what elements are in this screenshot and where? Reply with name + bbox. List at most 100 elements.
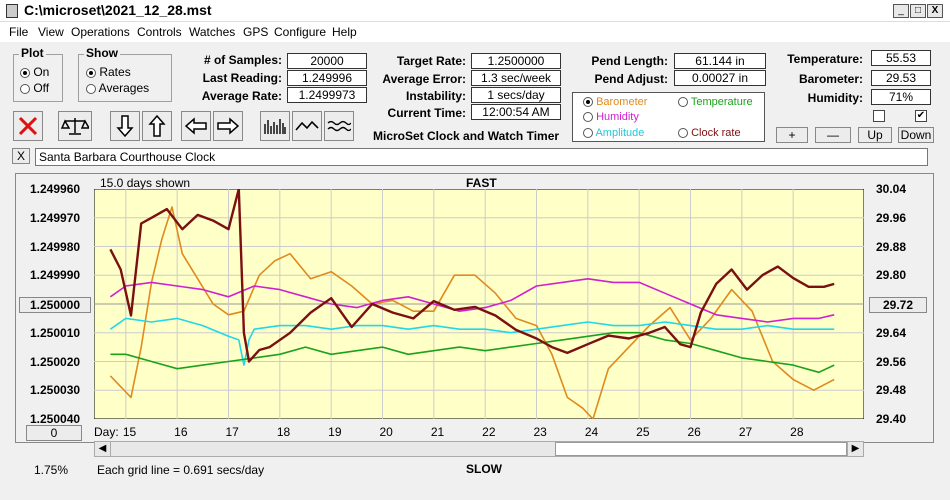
days-shown-label: 15.0 days shown [100,176,191,190]
close-button[interactable]: X [927,4,943,18]
left-tick-label: 1.249960 [30,182,81,196]
minus-button[interactable]: — [815,127,851,143]
slow-label: SLOW [466,462,502,476]
left-center-button[interactable]: 1.250000 [19,297,91,313]
scroll-thumb[interactable] [555,442,847,456]
pend-adjust-label: Pend Adjust: [594,72,668,86]
series-line-barometer [109,206,835,419]
temperature-label: Temperature: [787,52,863,66]
menu-view[interactable]: View [38,25,64,39]
radio-icon [583,128,593,139]
right-tick-label: 29.96 [876,210,907,225]
stop-button[interactable] [13,111,43,141]
arrow-right-button[interactable] [213,111,243,141]
checkbox-right[interactable]: ✔ [915,110,927,122]
right-tick-label: 29.40 [876,412,907,426]
menu-watches[interactable]: Watches [189,25,236,39]
menu-controls[interactable]: Controls [137,25,182,39]
plus-button[interactable]: + [776,127,808,143]
show-rates-radio[interactable]: Rates [86,65,131,79]
maximize-button[interactable]: □ [910,4,926,18]
radio-selected-icon [86,67,96,78]
day-tick-label: 23 [533,425,547,439]
instability-field: 1 secs/day [471,87,561,103]
right-tick-label: 30.04 [876,182,907,196]
current-time-field: 12:00:54 AM [471,104,561,120]
left-tick-label: 1.250040 [30,412,81,426]
up-button[interactable]: Up [858,127,892,143]
down-button[interactable]: Down [898,127,934,143]
plot-off-radio[interactable]: Off [20,81,49,95]
clear-watch-button[interactable]: X [12,148,30,164]
samples-field: 20000 [287,53,367,69]
target-rate-label: Target Rate: [396,54,466,68]
title-bar: C:\microset\2021_12_28.mst _ □ X [0,0,950,22]
arrow-left-button[interactable] [181,111,211,141]
right-tick-label: 29.64 [876,325,907,340]
current-time-label: Current Time: [387,106,466,120]
scroll-left-icon[interactable]: ◀ [95,442,111,456]
instability-label: Instability: [405,89,466,103]
checkbox-left[interactable] [873,110,885,122]
series-select-box: Barometer Temperature Humidity Amplitude… [572,92,765,142]
balance-button[interactable] [58,111,92,141]
temperature-field: 55.53 [871,50,931,66]
horizontal-scrollbar[interactable]: ◀ ▶ [94,441,864,457]
zero-button[interactable]: 0 [26,425,82,441]
right-tick-label: 29.48 [876,383,907,398]
series-barometer-radio[interactable]: Barometer [583,96,647,108]
app-label: MicroSet Clock and Watch Timer [373,129,560,143]
samples-label: # of Samples: [203,53,282,67]
watch-name-input[interactable]: Santa Barbara Courthouse Clock [35,148,928,166]
wave-graph-button[interactable] [324,111,354,141]
show-averages-radio[interactable]: Averages [86,81,149,95]
right-center-button[interactable]: 29.72 [869,297,927,313]
window-title: C:\microset\2021_12_28.mst [24,2,212,18]
series-humidity-radio[interactable]: Humidity [583,111,639,123]
left-tick-label: 1.249990 [30,268,81,283]
arrow-up-button[interactable] [142,111,172,141]
avg-rate-field: 1.2499973 [287,87,367,103]
series-amplitude-radio[interactable]: Amplitude [583,127,644,139]
scroll-right-icon[interactable]: ▶ [847,442,863,456]
pend-length-field: 61.144 in [674,53,766,69]
bar-graph-icon [264,119,286,134]
left-tick-label: 1.249970 [30,210,81,225]
show-group [78,54,172,102]
left-tick-label: 1.250020 [30,354,81,369]
last-reading-field: 1.249996 [287,70,367,86]
right-tick-label: 29.88 [876,239,907,254]
radio-icon [86,83,96,94]
series-lines [109,189,835,419]
arrow-down-button[interactable] [110,111,140,141]
grid-note: Each grid line = 0.691 secs/day [97,463,265,477]
menu-bar: File View Operations Controls Watches GP… [0,22,950,42]
menu-operations[interactable]: Operations [71,25,130,39]
right-tick-label: 29.80 [876,268,907,283]
right-tick-label: 29.56 [876,354,907,369]
day-tick-label: 17 [225,425,239,439]
minimize-button[interactable]: _ [893,4,909,18]
radio-icon [678,128,688,139]
menu-help[interactable]: Help [332,25,357,39]
series-clock-rate-radio[interactable]: Clock rate [678,127,741,139]
day-tick-label: 25 [636,425,650,439]
day-tick-label: 19 [328,425,342,439]
bar-graph-button[interactable] [260,111,290,141]
plot-on-radio[interactable]: On [20,65,49,79]
left-tick-label: 1.250010 [30,325,81,340]
red-x-icon [18,116,38,136]
day-tick-label: 22 [482,425,496,439]
series-temperature-radio[interactable]: Temperature [678,96,753,108]
radio-selected-icon [20,67,30,78]
menu-configure[interactable]: Configure [274,25,327,39]
plot-group-title: Plot [19,46,46,60]
day-tick-label: 27 [738,425,753,439]
radio-icon [20,83,30,94]
avg-error-label: Average Error: [382,72,466,86]
series-line-amplitude [109,317,835,366]
arrow-left-icon [184,117,207,135]
menu-file[interactable]: File [9,25,29,39]
menu-gps[interactable]: GPS [243,25,269,39]
line-graph-button[interactable] [292,111,322,141]
